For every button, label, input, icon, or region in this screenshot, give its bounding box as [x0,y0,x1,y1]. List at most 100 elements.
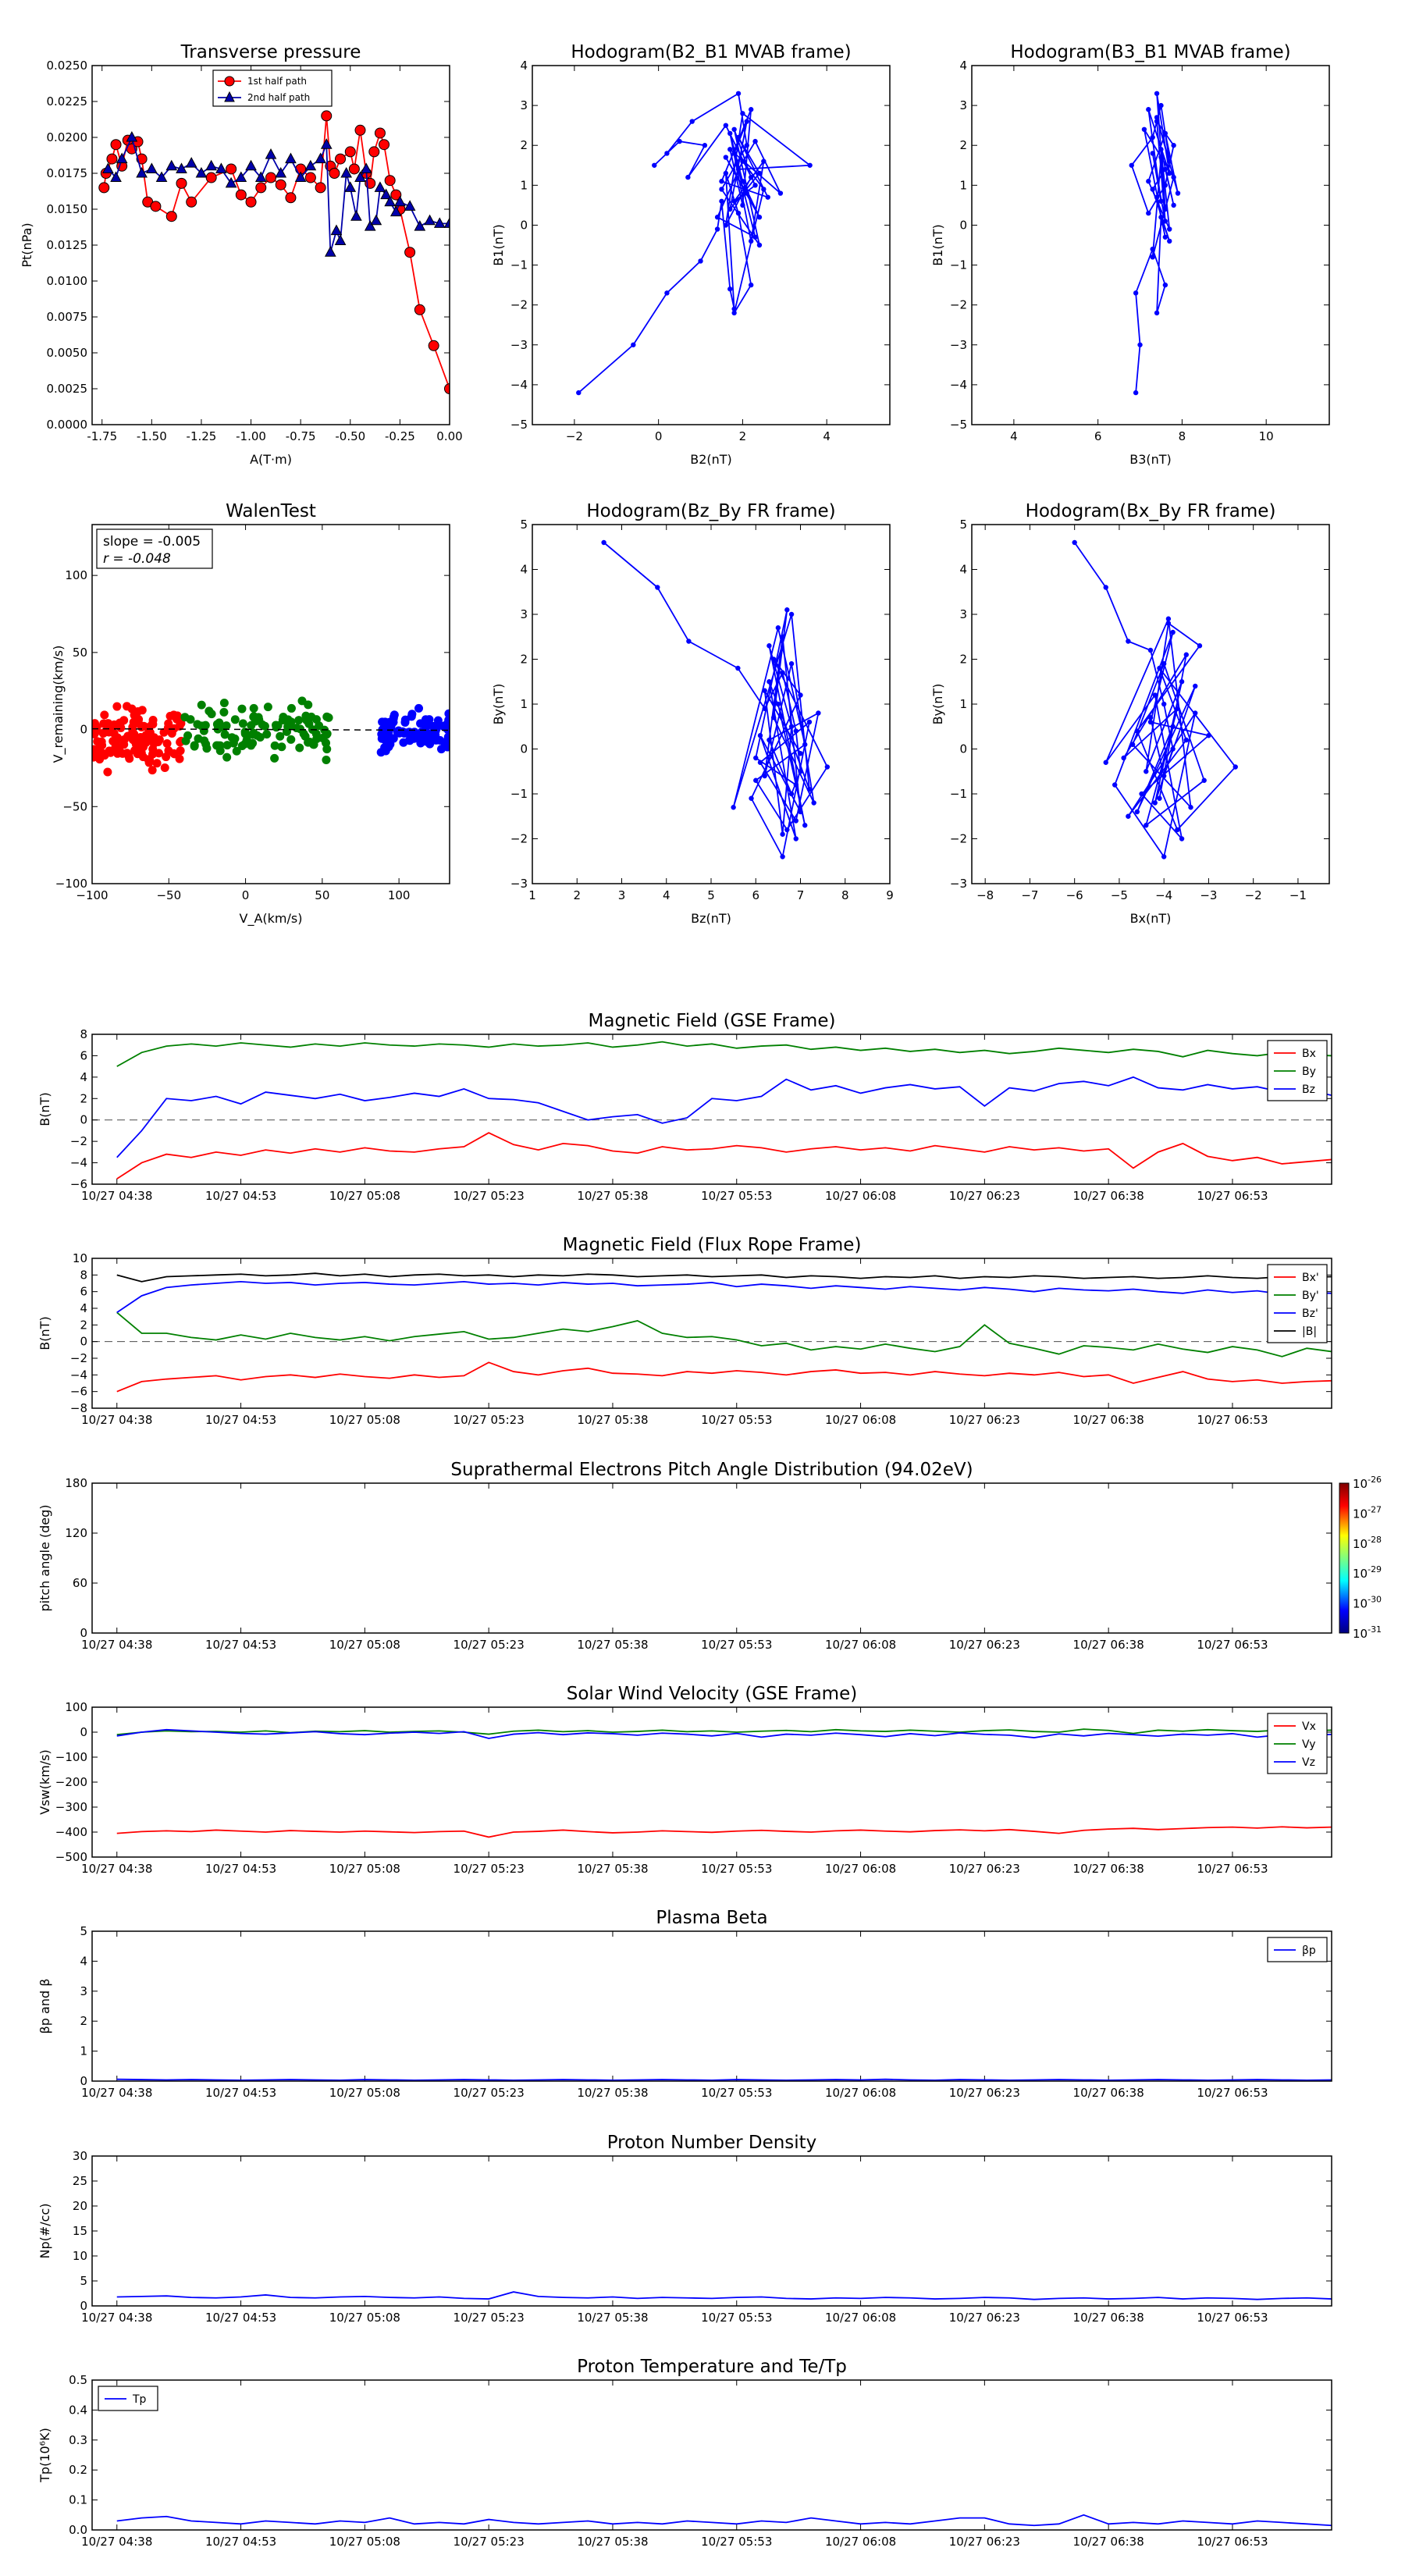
x-tick-label: 10/27 06:38 [1073,1413,1144,1427]
x-tick-label: 10/27 06:38 [1073,2311,1144,2325]
series-group [98,110,450,394]
data-point [1201,777,1207,783]
data-point [322,729,332,738]
x-tick-label: 10/27 04:53 [205,1862,276,1876]
data-point [744,190,749,196]
data-point [127,704,137,713]
y-tick-label: 120 [65,1526,87,1540]
annotation-slope: slope = -0.005 [103,534,201,550]
data-point [1144,769,1149,774]
data-point [404,247,416,258]
y-tick-label: 0 [80,2299,87,2313]
data-point [92,745,98,754]
x-tick-label: 10/27 04:53 [205,1413,276,1427]
x-tick-label: 0.00 [436,429,462,443]
y-tick-label: −3 [950,877,967,891]
data-point [762,688,767,693]
series-line-1 [116,1311,1332,1357]
data-point [137,706,147,715]
x-tick-label: 10/27 05:53 [701,1638,772,1652]
plot-frame [91,2379,1332,2531]
y-tick-label: −100 [55,1750,87,1764]
colorbar-exponent: -30 [1368,1595,1382,1605]
y-axis-label: Tp(10⁶K) [37,2428,52,2483]
data-point [404,735,414,745]
x-tick-label: 9 [886,888,894,902]
data-point [205,159,218,171]
data-point [752,183,758,188]
x-tick-label: 10/27 06:38 [1073,1638,1144,1652]
y-tick-label: −200 [55,1775,87,1789]
ticks [92,1930,1332,2082]
plot-frame [532,65,891,425]
data-point [762,706,767,711]
x-tick-label: 10/27 06:23 [949,2535,1020,2549]
y-tick-label: 0.0100 [47,274,88,288]
data-point [252,731,261,740]
series-line-0 [1073,542,1236,859]
data-point [126,130,138,142]
x-tick-label: -0.50 [335,429,365,443]
data-point [262,730,272,739]
data-point [793,728,799,734]
x-tick-label: 10/27 06:38 [1073,2086,1144,2100]
data-point [631,342,636,347]
annotation-box [96,528,213,569]
data-point [165,159,178,171]
x-tick-label: 10/27 06:38 [1073,1189,1144,1203]
series-group [116,1728,1332,1838]
data-point [294,171,307,183]
data-point [753,777,759,783]
data-point [321,110,333,122]
data-point [788,791,795,797]
x-tick-label: 2 [739,429,747,443]
y-tick-label: 0.0050 [47,346,88,360]
data-point [1232,764,1238,770]
data-point [1154,310,1160,316]
data-point [276,731,285,741]
data-point [181,736,190,745]
panel-hb2: −5 −4 −3 −2 −1 0 1 2 3 4 −2 0 2 4 Hodogram(B2_B1 MVAB … [491,42,891,467]
y-tick-label: 2 [80,1091,87,1105]
x-tick-label: −3 [1200,888,1217,902]
y-axis-label: By(nT) [930,684,945,725]
data-point [1158,147,1164,152]
data-point [1179,679,1185,685]
data-point [394,195,406,207]
x-tick-label: 10/27 05:08 [329,1189,400,1203]
series-line-0 [116,2291,1332,2300]
panel-mf_gse: −6 −4 −2 0 2 4 6 8 10/27 04:38 10/27 04:53 10/27 0… [37,1011,1332,1203]
data-point [116,152,128,164]
data-point [1188,805,1193,810]
data-point [169,749,179,758]
x-tick-label: 10/27 05:23 [454,2086,525,2100]
y-tick-label: 0.0150 [47,202,88,216]
y-tick-label: −4 [510,378,528,392]
data-point [1139,791,1144,797]
data-point [767,737,772,743]
data-point [1152,692,1158,698]
y-tick-label: −4 [950,378,967,392]
data-point [152,759,162,768]
series-line-2 [116,1728,1332,1739]
data-point [1150,254,1155,260]
data-point [735,134,742,141]
data-point [1165,616,1172,621]
data-point [215,741,225,750]
data-point [780,634,785,639]
plot-area [92,1034,1332,1184]
data-point [1154,91,1160,96]
x-tick-label: -1.50 [137,429,167,443]
data-point [272,720,281,730]
y-tick-label: 5 [959,518,967,532]
data-point [422,728,431,737]
y-tick-label: −2 [70,1351,87,1365]
legend-label: Bz' [1302,1308,1318,1320]
y-tick-label: 3 [959,98,967,112]
y-tick-label: −2 [510,298,528,312]
y-tick-label: 5 [520,518,528,532]
data-point [762,773,767,779]
data-point [1157,665,1162,671]
panel-pad: 0 60 120 180 10/27 04:38 10/27 04:53 10/27 05:… [37,1460,1382,1652]
x-tick-label: 10/27 04:38 [81,1413,152,1427]
